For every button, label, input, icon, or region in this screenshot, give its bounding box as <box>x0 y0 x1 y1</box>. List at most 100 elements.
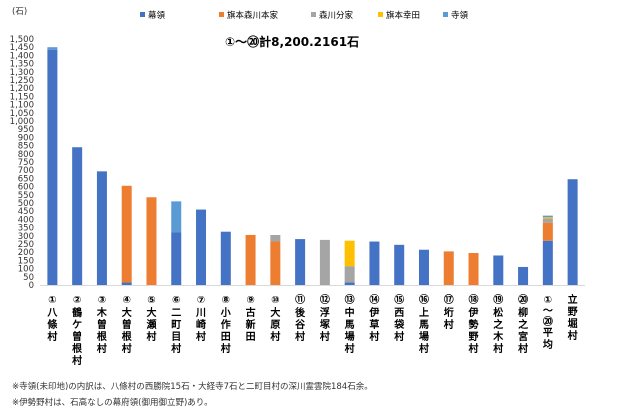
x-category-label: 中 <box>345 306 355 319</box>
x-category-label: 小 <box>220 306 231 319</box>
x-category-number: ⑯ <box>419 293 429 306</box>
y-tick-label: 100 <box>18 265 34 275</box>
bar-segment <box>121 185 132 283</box>
bar-segment <box>493 255 504 285</box>
x-category-label: 馬 <box>345 319 355 331</box>
y-tick-label: 800 <box>18 150 34 160</box>
x-category-label: 村 <box>146 330 156 343</box>
y-tick-label: 750 <box>18 158 34 168</box>
x-category-label: 鶴 <box>72 306 82 319</box>
x-category-label: 浮 <box>320 306 330 319</box>
x-category-label: 柳 <box>518 306 528 319</box>
y-tick-label: 1,100 <box>10 101 34 111</box>
x-category-label: 勢 <box>469 318 479 331</box>
bar-segment <box>344 266 355 283</box>
bar-segment <box>196 209 207 285</box>
x-category-label: 田 <box>246 331 256 343</box>
x-category-label: 八 <box>46 307 58 319</box>
x-category-label: 塚 <box>320 318 330 331</box>
bar-segment <box>171 232 182 285</box>
bar-segment <box>270 241 281 285</box>
bar-segment <box>344 282 355 285</box>
x-category-label: 村 <box>196 330 206 343</box>
x-category-label: 條 <box>47 318 58 331</box>
x-category-label: 曽 <box>97 318 107 331</box>
x-category-label: 曽 <box>72 330 82 343</box>
x-category-number: ① <box>48 295 56 306</box>
y-tick-label: 350 <box>18 224 34 234</box>
x-category-label: ケ <box>72 319 82 331</box>
y-tick-label: 700 <box>18 166 34 176</box>
x-category-label: 西 <box>394 307 404 319</box>
x-category-number: ⑫ <box>320 293 330 306</box>
x-category-label: 立 <box>568 293 578 306</box>
legend-label: 旗本幸田 <box>386 10 420 21</box>
x-category-label: 草 <box>369 318 379 331</box>
x-category-number: ⑲ <box>493 293 503 306</box>
x-category-label: 町 <box>171 319 181 331</box>
y-tick-label: 400 <box>18 215 34 225</box>
y-tick-label: 1,250 <box>10 76 34 86</box>
legend-label: 森川分家 <box>319 10 354 21</box>
bar-segment <box>96 171 107 285</box>
y-tick-label: 850 <box>18 142 34 152</box>
x-category-label: 村 <box>469 342 479 355</box>
x-category-label: 瀬 <box>146 318 156 331</box>
x-category-label: 村 <box>518 342 528 355</box>
x-category-number: ⑳ <box>518 293 528 306</box>
x-category-label: 村 <box>369 330 379 343</box>
x-category-number: ⑦ <box>197 295 205 306</box>
x-category-number: ⑧ <box>222 295 230 306</box>
x-category-label: 村 <box>493 342 503 355</box>
x-category-label: 新 <box>246 318 256 331</box>
x-category-label: 村 <box>171 342 181 355</box>
x-category-label: 後 <box>295 306 306 319</box>
x-category-label: 村 <box>444 318 454 331</box>
y-tick-label: 50 <box>23 273 34 283</box>
bar-segment <box>220 231 231 285</box>
y-tick-label: 200 <box>18 248 34 258</box>
bar-segment <box>295 239 306 285</box>
x-category-label: 根 <box>97 330 107 343</box>
y-tick-label: 1,150 <box>10 92 34 102</box>
x-category-label: 根 <box>72 342 82 355</box>
x-category-label: 垳 <box>444 306 454 319</box>
legend-label: 幕領 <box>148 10 166 21</box>
x-category-label: 村 <box>122 342 132 355</box>
y-tick-label: 1,000 <box>10 117 34 127</box>
bar-segment <box>245 234 256 285</box>
bar-segment <box>443 251 454 285</box>
legend-label: 旗本森川本家 <box>227 10 279 21</box>
x-category-label: 大 <box>122 306 132 319</box>
bar-segment <box>542 222 553 241</box>
x-category-number: ⑨ <box>246 295 254 306</box>
x-category-label: 木 <box>96 306 108 319</box>
bar-segment <box>121 282 132 285</box>
x-category-label: 崎 <box>196 318 206 331</box>
x-category-number: ⑭ <box>369 293 379 306</box>
x-category-label: 村 <box>97 342 107 355</box>
bar-segment <box>344 240 355 267</box>
x-category-number: ～ <box>543 306 553 317</box>
x-category-label: 村 <box>270 330 280 343</box>
x-category-label: 村 <box>221 342 231 355</box>
x-category-label: 木 <box>492 330 504 343</box>
x-category-number: ⑥ <box>172 295 180 306</box>
y-tick-label: 1,500 <box>10 35 34 45</box>
x-category-label: 場 <box>419 330 429 343</box>
bar-segment <box>542 217 553 219</box>
legend-swatch <box>311 12 316 17</box>
y-tick-label: 1,050 <box>10 109 34 119</box>
x-category-label: 村 <box>568 329 578 342</box>
x-category-label: 均 <box>543 338 553 351</box>
y-tick-label: 600 <box>18 183 34 193</box>
x-category-number: ⑤ <box>147 295 155 306</box>
bar-segment <box>542 240 553 285</box>
x-category-label: 村 <box>320 330 330 343</box>
x-category-label: 堀 <box>568 317 578 330</box>
x-category-label: 谷 <box>295 318 306 331</box>
legend-swatch <box>378 12 383 17</box>
y-tick-label: 900 <box>18 133 34 143</box>
bar-segment <box>394 244 405 285</box>
